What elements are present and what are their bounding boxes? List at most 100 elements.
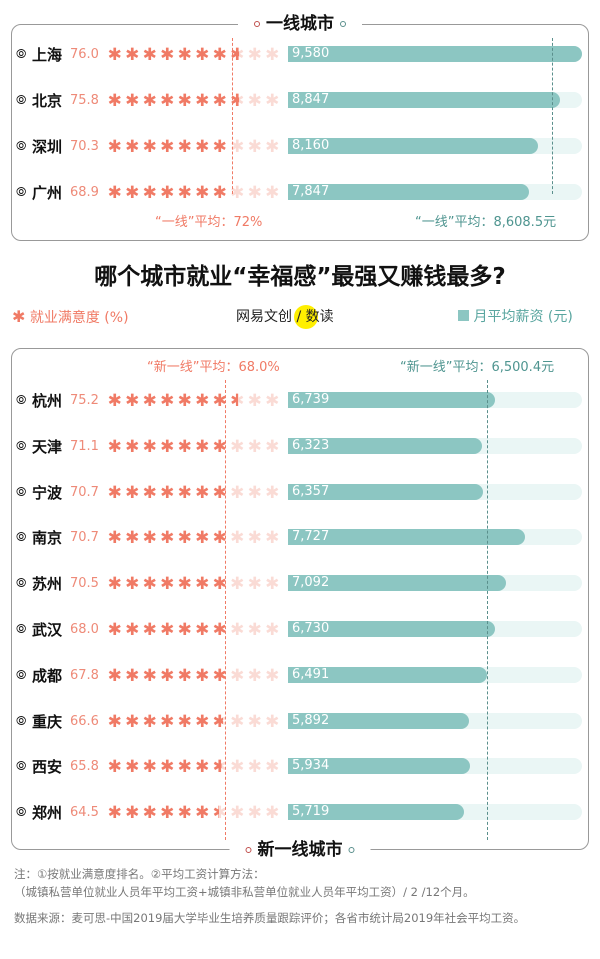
- legend-satisfaction: ✱ 就业满意度 (%): [12, 307, 129, 327]
- satisfaction-star: ✱: [195, 757, 210, 778]
- satisfaction-value: 68.9: [70, 185, 99, 200]
- city-name: 杭州: [32, 392, 63, 410]
- salary-track: 6,739: [288, 392, 582, 408]
- satisfaction-star: ✱: [177, 183, 192, 203]
- salary-value: 8,847: [292, 92, 330, 107]
- satisfaction-star: ✱: [247, 665, 262, 686]
- salary-value: 5,934: [292, 758, 330, 774]
- satisfaction-star: ✱: [212, 137, 227, 157]
- satisfaction-star: ✱: [177, 436, 192, 457]
- satisfaction-star: ✱: [247, 803, 262, 824]
- satisfaction-star: ✱: [195, 711, 210, 732]
- satisfaction-star: ✱: [265, 482, 280, 503]
- satisfaction-star: ✱: [265, 620, 280, 640]
- city-name: 上海: [32, 46, 63, 64]
- salary-bar: 5,892: [288, 712, 469, 729]
- satisfaction-value: 64.5: [70, 805, 99, 821]
- salary-track: 7,847: [288, 184, 582, 200]
- satisfaction-star: ✱: [107, 391, 122, 411]
- satisfaction-star: ✱: [125, 436, 140, 457]
- satisfaction-star: ✱: [212, 757, 227, 778]
- salary-track: 9,580: [288, 46, 582, 62]
- satisfaction-star: ✱: [265, 91, 280, 111]
- satisfaction-star: ✱: [247, 183, 262, 203]
- location-pin-icon: ⦾: [16, 47, 27, 62]
- city-name: 郑州: [32, 804, 63, 823]
- logo: 网易文创 / 数读: [236, 305, 334, 329]
- satisfaction-star: ✱: [125, 45, 140, 65]
- avg-satisfaction-label: “新一线”平均：68.0%: [147, 360, 280, 375]
- page-title: 哪个城市就业“幸福感”最强又赚钱最多?: [94, 264, 506, 290]
- satisfaction-star: ✱: [212, 528, 227, 549]
- location-pin-icon: ⦾: [16, 713, 27, 729]
- city-row: ⦾ 北京 75.8 ✱ ✱ ✱ ✱ ✱ ✱ ✱ ✱ ✱ ✱ 8,847: [0, 90, 600, 112]
- location-pin-icon: ⦾: [16, 93, 27, 108]
- satisfaction-star: ✱: [142, 757, 157, 778]
- satisfaction-star: ✱: [195, 528, 210, 549]
- satisfaction-star: ✱: [125, 574, 140, 595]
- city-name: 广州: [32, 184, 63, 202]
- satisfaction-star: ✱: [195, 137, 210, 157]
- panel-title: 新一线城市: [229, 839, 371, 861]
- note-line-2: （城镇私营单位就业人员年平均工资+城镇非私营单位就业人员年平均工资）/ 2 /1…: [14, 885, 475, 899]
- satisfaction-star: ✱: [247, 45, 262, 65]
- location-pin-icon: ⦾: [16, 438, 27, 454]
- location-pin-icon: ⦾: [16, 393, 27, 408]
- salary-track: 6,491: [288, 666, 582, 683]
- square-icon: [458, 310, 469, 321]
- city-name: 宁波: [32, 483, 63, 502]
- satisfaction-star: ✱: [212, 436, 227, 457]
- satisfaction-star: ✱: [195, 803, 210, 824]
- satisfaction-star: ✱: [107, 665, 122, 686]
- satisfaction-star: ✱: [265, 183, 280, 203]
- satisfaction-star: ✱: [107, 620, 122, 640]
- satisfaction-star: ✱: [125, 137, 140, 157]
- satisfaction-star: ✱: [212, 183, 227, 203]
- satisfaction-star: ✱: [212, 482, 227, 503]
- location-pin-icon: ⦾: [16, 759, 27, 775]
- satisfaction-star: ✱: [142, 620, 157, 640]
- asterisk-icon: ✱: [12, 307, 26, 326]
- satisfaction-star: ✱: [230, 436, 245, 457]
- satisfaction-value: 66.6: [70, 713, 99, 729]
- city-name: 重庆: [32, 712, 63, 731]
- satisfaction-star: ✱: [177, 91, 192, 111]
- satisfaction-value: 75.8: [70, 93, 99, 108]
- satisfaction-star: ✱: [265, 757, 280, 778]
- avg-salary-label: “新一线”平均：6,500.4元: [400, 360, 555, 375]
- location-pin-icon: ⦾: [16, 622, 27, 637]
- salary-bar: 6,323: [288, 437, 483, 454]
- salary-bar: 5,719: [288, 804, 464, 821]
- satisfaction-star: ✱: [160, 482, 175, 503]
- satisfaction-star: ✱: [125, 183, 140, 203]
- satisfaction-star: ✱: [125, 620, 140, 640]
- satisfaction-star: ✱: [247, 391, 262, 411]
- satisfaction-star: ✱: [107, 45, 122, 65]
- satisfaction-star: ✱: [230, 391, 245, 411]
- satisfaction-star: ✱: [142, 665, 157, 686]
- satisfaction-star: ✱: [107, 757, 122, 778]
- salary-bar: 8,160: [288, 138, 539, 154]
- legend-salary: 月平均薪资 (元): [458, 308, 573, 326]
- satisfaction-star: ✱: [212, 45, 227, 65]
- satisfaction-star: ✱: [142, 574, 157, 595]
- satisfaction-star: ✱: [247, 574, 262, 595]
- avg-satisfaction-line: [225, 380, 226, 840]
- satisfaction-star: ✱: [195, 574, 210, 595]
- salary-track: 8,160: [288, 138, 582, 154]
- satisfaction-star: ✱: [247, 620, 262, 640]
- city-row: ⦾ 西安 65.8 ✱ ✱ ✱ ✱ ✱ ✱ ✱ ✱ ✱ ✱ 5,934: [0, 756, 600, 778]
- satisfaction-star: ✱: [177, 45, 192, 65]
- satisfaction-star: ✱: [212, 665, 227, 686]
- satisfaction-star: ✱: [142, 482, 157, 503]
- panel-title: 一线城市: [238, 13, 362, 35]
- satisfaction-star: ✱: [265, 436, 280, 457]
- city-row: ⦾ 武汉 68.0 ✱ ✱ ✱ ✱ ✱ ✱ ✱ ✱ ✱ ✱ 6,730: [0, 619, 600, 641]
- salary-value: 6,491: [292, 666, 330, 682]
- city-name: 西安: [32, 758, 63, 777]
- satisfaction-star: ✱: [177, 482, 192, 503]
- satisfaction-star: ✱: [247, 711, 262, 732]
- salary-value: 7,727: [292, 529, 330, 545]
- satisfaction-value: 70.7: [70, 484, 99, 500]
- location-pin-icon: ⦾: [16, 576, 27, 592]
